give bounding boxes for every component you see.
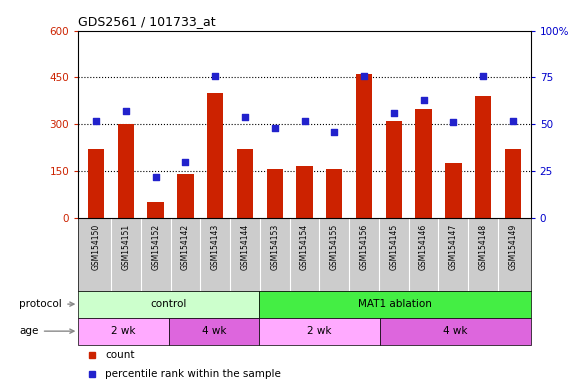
Text: GSM154147: GSM154147 — [449, 223, 458, 270]
Bar — [207, 93, 223, 218]
Bar — [169, 318, 259, 345]
Bar — [78, 318, 169, 345]
Bar — [267, 169, 283, 218]
Point — [151, 174, 160, 180]
Text: 4 wk: 4 wk — [443, 326, 467, 336]
Text: GSM154151: GSM154151 — [121, 223, 130, 270]
Bar — [505, 149, 521, 218]
Text: 4 wk: 4 wk — [202, 326, 226, 336]
Bar — [380, 318, 531, 345]
Point — [300, 118, 309, 124]
Point — [240, 114, 249, 120]
Text: GSM154154: GSM154154 — [300, 223, 309, 270]
Point — [211, 73, 220, 79]
Point — [329, 129, 339, 135]
Bar — [177, 174, 194, 218]
Bar — [78, 291, 259, 318]
Bar — [259, 291, 531, 318]
Point — [92, 118, 101, 124]
Bar — [415, 109, 432, 218]
Bar — [237, 149, 253, 218]
Point — [360, 73, 369, 79]
Bar — [259, 318, 380, 345]
Point — [449, 119, 458, 126]
Text: count: count — [106, 350, 135, 360]
Text: protocol: protocol — [20, 299, 74, 309]
Text: GSM154156: GSM154156 — [360, 223, 368, 270]
Text: GSM154145: GSM154145 — [389, 223, 398, 270]
Text: control: control — [151, 299, 187, 309]
Text: MAT1 ablation: MAT1 ablation — [358, 299, 432, 309]
Text: percentile rank within the sample: percentile rank within the sample — [106, 369, 281, 379]
Text: GSM154142: GSM154142 — [181, 223, 190, 270]
Text: GSM154150: GSM154150 — [92, 223, 101, 270]
Text: 2 wk: 2 wk — [111, 326, 136, 336]
Bar — [475, 96, 491, 218]
Text: age: age — [20, 326, 74, 336]
Point — [270, 125, 280, 131]
Bar — [445, 163, 462, 218]
Text: GDS2561 / 101733_at: GDS2561 / 101733_at — [78, 15, 216, 28]
Bar — [326, 169, 342, 218]
Bar — [118, 124, 134, 218]
Text: GSM154148: GSM154148 — [478, 223, 488, 270]
Point — [478, 73, 488, 79]
Text: GSM154155: GSM154155 — [330, 223, 339, 270]
Point — [419, 97, 428, 103]
Text: GSM154144: GSM154144 — [241, 223, 249, 270]
Bar — [147, 202, 164, 218]
Point — [121, 108, 130, 114]
Text: GSM154143: GSM154143 — [211, 223, 220, 270]
Text: GSM154146: GSM154146 — [419, 223, 428, 270]
Bar — [356, 74, 372, 218]
Text: 2 wk: 2 wk — [307, 326, 332, 336]
Text: GSM154149: GSM154149 — [508, 223, 517, 270]
Point — [181, 159, 190, 165]
Bar — [296, 166, 313, 218]
Bar — [88, 149, 104, 218]
Point — [508, 118, 517, 124]
Bar — [386, 121, 402, 218]
Text: GSM154152: GSM154152 — [151, 223, 160, 270]
Point — [389, 110, 398, 116]
Text: GSM154153: GSM154153 — [270, 223, 279, 270]
